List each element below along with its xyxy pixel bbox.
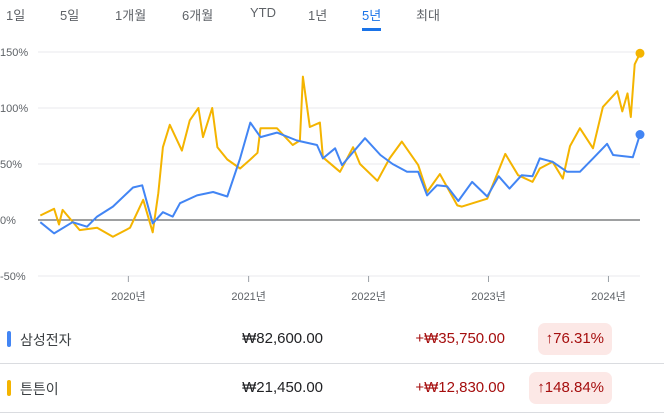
series-end-point xyxy=(635,48,645,58)
comparison-row-tuntun[interactable]: 튼튼이 ₩21,450.00 +₩12,830.00 ↑148.84% xyxy=(0,364,664,413)
price-change: +₩35,750.00 xyxy=(415,330,505,347)
comparison-chart[interactable]: 150% 100% 50% 0% -50% 2020년 2021년 2022년 2023년 202… xyxy=(0,30,664,310)
percent-change-badge: ↑76.31% xyxy=(537,323,612,355)
x-tick-label: 2021년 xyxy=(231,290,266,303)
y-tick-label: 100% xyxy=(0,103,28,115)
tab-1y[interactable]: 1년 xyxy=(308,8,328,23)
x-tick-label: 2022년 xyxy=(351,290,386,303)
series-line-samsung xyxy=(39,121,641,235)
tab-1m[interactable]: 1개월 xyxy=(115,8,147,23)
tab-1d[interactable]: 1일 xyxy=(6,8,26,23)
tab-6m[interactable]: 6개월 xyxy=(182,8,214,23)
series-line-tuntun xyxy=(39,52,641,238)
x-tick-label: 2024년 xyxy=(591,290,626,303)
price-change: +₩12,830.00 xyxy=(415,379,505,396)
y-tick-label: 50% xyxy=(0,159,22,171)
stock-price: ₩82,600.00 xyxy=(242,330,323,347)
tab-max[interactable]: 최대 xyxy=(416,8,440,23)
series-end-point xyxy=(635,130,645,140)
stock-price: ₩21,450.00 xyxy=(242,379,323,396)
series-color-marker xyxy=(7,380,11,396)
series-color-marker xyxy=(7,331,11,347)
comparison-row-samsung[interactable]: 삼성전자 ₩82,600.00 +₩35,750.00 ↑76.31% xyxy=(0,315,664,364)
y-tick-label: -50% xyxy=(0,271,26,283)
tab-5d[interactable]: 5일 xyxy=(60,8,80,23)
x-tick-label: 2020년 xyxy=(111,290,146,303)
stock-name: 삼성전자 xyxy=(20,332,72,348)
x-tick-label: 2023년 xyxy=(471,290,506,303)
stock-name: 튼튼이 xyxy=(20,381,59,397)
y-tick-label: 150% xyxy=(0,47,28,59)
tab-5y[interactable]: 5년 xyxy=(362,5,382,31)
y-tick-label: 0% xyxy=(0,215,16,227)
tab-ytd[interactable]: YTD xyxy=(250,5,276,20)
time-range-tabs: 1일 5일 1개월 6개월 YTD 1년 5년 최대 xyxy=(0,0,664,31)
percent-change-badge: ↑148.84% xyxy=(529,372,612,404)
